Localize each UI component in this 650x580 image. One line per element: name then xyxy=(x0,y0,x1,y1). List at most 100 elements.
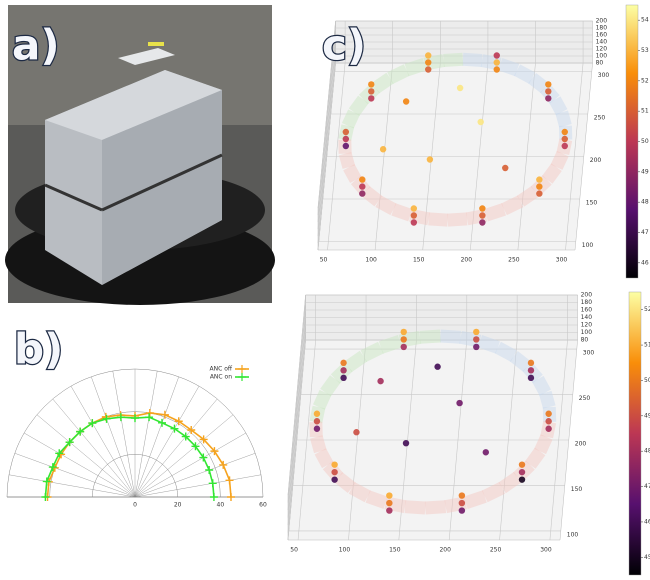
colorbar-tick-label: 46 xyxy=(644,518,650,525)
colorbar xyxy=(629,292,641,575)
point xyxy=(401,344,407,350)
marker xyxy=(219,461,227,469)
colorbar-tick-label: 48 xyxy=(641,199,649,206)
x-tick-label: 50 xyxy=(320,257,328,264)
ribbon xyxy=(368,496,386,502)
point xyxy=(359,183,365,189)
z-tick-label: 180 xyxy=(581,299,593,306)
ribbon xyxy=(352,488,368,497)
colorbar-tick-label: 49 xyxy=(644,412,650,419)
point xyxy=(459,500,465,506)
ribbon xyxy=(532,78,545,88)
r-tick-label: 20 xyxy=(174,502,182,509)
r-tick-label: 40 xyxy=(217,502,225,509)
ribbon xyxy=(316,437,320,451)
z-tick-label: 180 xyxy=(596,25,608,32)
ribbon xyxy=(547,167,556,180)
point xyxy=(536,176,542,182)
ribbon xyxy=(338,477,351,488)
y-tick-label: 250 xyxy=(579,395,591,402)
point xyxy=(401,336,407,342)
y-tick-label: 100 xyxy=(582,242,594,249)
ribbon xyxy=(466,496,485,502)
point xyxy=(459,507,465,513)
ribbon xyxy=(320,451,327,465)
grid-line xyxy=(15,453,135,497)
x-tick-label: 200 xyxy=(461,257,473,264)
z-tick-label: 100 xyxy=(596,53,608,60)
marker xyxy=(227,493,235,501)
point xyxy=(314,426,320,432)
point xyxy=(368,81,374,87)
ribbon xyxy=(530,451,540,465)
point xyxy=(377,378,383,384)
x-tick-label: 250 xyxy=(508,257,520,264)
point xyxy=(403,98,409,104)
point xyxy=(536,190,542,196)
ribbon xyxy=(517,70,532,78)
point xyxy=(545,95,551,101)
point xyxy=(340,375,346,381)
point xyxy=(519,469,525,475)
legend-swatch xyxy=(238,373,246,381)
legend-label: ANC on xyxy=(210,374,232,381)
x-tick-label: 250 xyxy=(490,547,502,554)
colorbar-tick-label: 46 xyxy=(641,259,649,266)
marker xyxy=(205,466,213,474)
x-tick-label: 150 xyxy=(413,257,425,264)
point xyxy=(494,52,500,58)
ribbon xyxy=(448,219,467,220)
z-tick-label: 160 xyxy=(581,307,593,314)
ribbon xyxy=(504,201,521,209)
point xyxy=(314,411,320,417)
point xyxy=(386,500,392,506)
z-tick-label: 120 xyxy=(596,46,608,53)
z-tick-label: 200 xyxy=(596,18,608,25)
ribbon xyxy=(407,64,425,70)
y-tick-label: 100 xyxy=(567,531,579,538)
grid-line xyxy=(91,377,135,497)
point xyxy=(427,156,433,162)
colorbar-tick-label: 50 xyxy=(641,138,649,145)
y-tick-label: 300 xyxy=(583,350,595,357)
legend-swatch xyxy=(238,365,246,373)
point xyxy=(562,136,568,142)
z-tick-label: 140 xyxy=(596,39,608,46)
x-tick-label: 100 xyxy=(365,257,377,264)
point xyxy=(314,418,320,424)
colorbar-tick-label: 51 xyxy=(641,108,649,115)
ribbon xyxy=(498,348,514,357)
ribbon xyxy=(420,336,440,337)
point xyxy=(545,88,551,94)
ribbon xyxy=(545,393,549,407)
z-tick-label: 100 xyxy=(581,329,593,336)
ribbon xyxy=(381,341,400,347)
point xyxy=(343,143,349,149)
point xyxy=(502,165,508,171)
ribbon xyxy=(440,336,460,337)
point xyxy=(519,461,525,467)
colorbar xyxy=(626,5,638,278)
colorbar-tick-label: 49 xyxy=(641,168,649,175)
marker xyxy=(209,479,217,487)
point xyxy=(479,212,485,218)
ribbon xyxy=(444,59,463,60)
ribbon xyxy=(363,348,380,357)
figure: 0204060ANC offANC on50100150200250300100… xyxy=(0,0,650,580)
legend-label: ANC off xyxy=(210,366,233,373)
ribbon xyxy=(562,112,566,126)
colorbar-tick-label: 54 xyxy=(641,17,649,24)
colorbar-tick-label: 50 xyxy=(644,377,650,384)
point xyxy=(519,476,525,482)
point xyxy=(459,492,465,498)
point xyxy=(331,476,337,482)
ribbon xyxy=(480,341,498,347)
ribbon xyxy=(319,393,326,407)
point xyxy=(562,143,568,149)
colorbar-tick-label: 52 xyxy=(641,77,649,84)
panel-label: c) xyxy=(322,21,366,70)
point xyxy=(343,136,349,142)
marker xyxy=(158,419,166,427)
point xyxy=(403,440,409,446)
colorbar-tick-label: 48 xyxy=(644,448,650,455)
